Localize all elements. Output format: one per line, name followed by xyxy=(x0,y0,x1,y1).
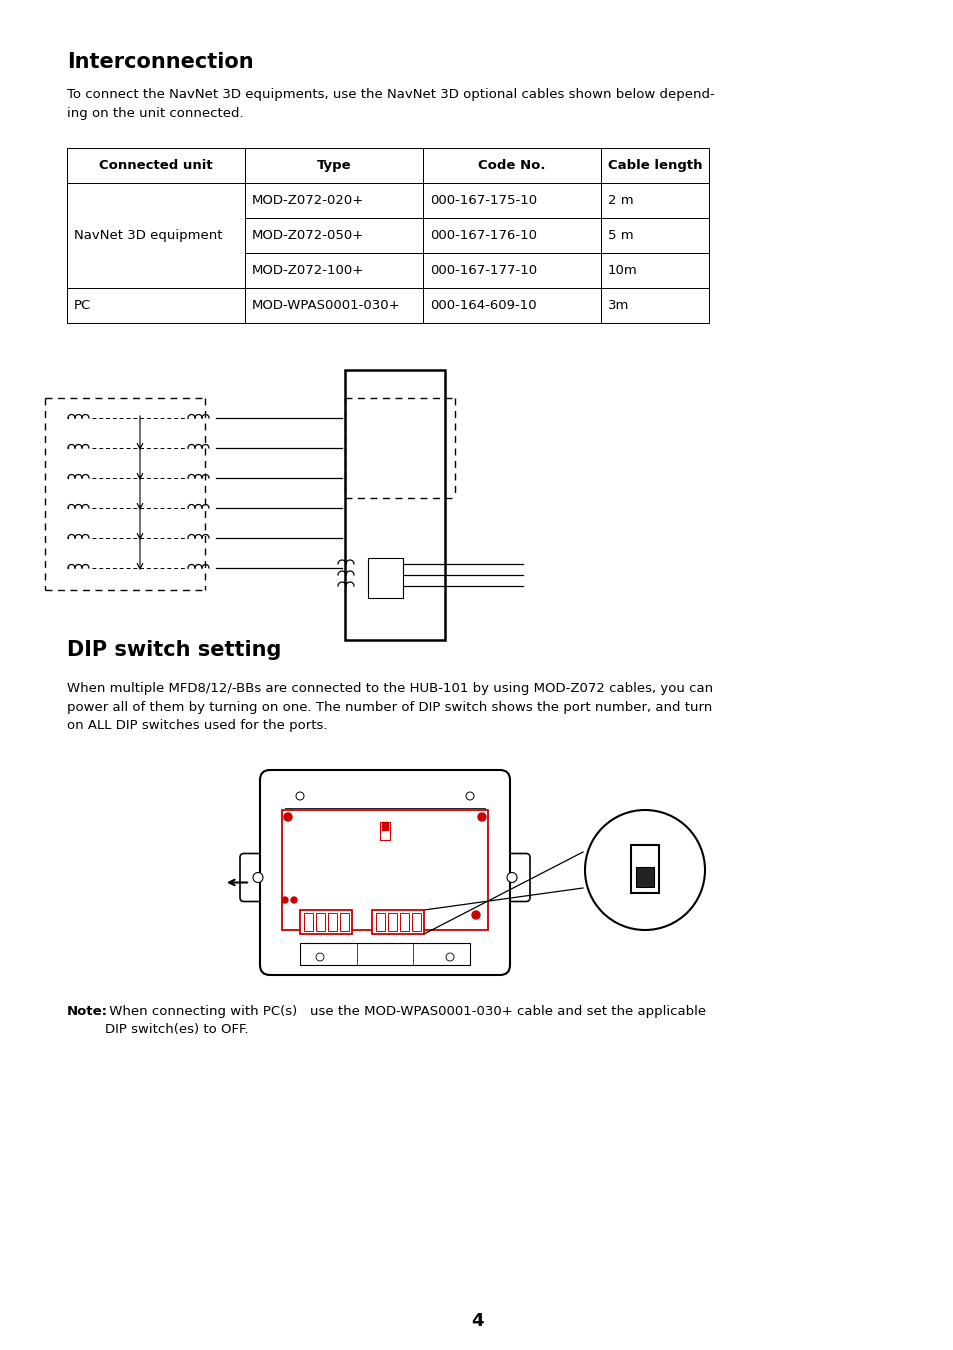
Text: When multiple MFD8/12/-BBs are connected to the HUB-101 by using MOD-Z072 cables: When multiple MFD8/12/-BBs are connected… xyxy=(67,682,713,732)
Circle shape xyxy=(315,953,324,961)
Bar xyxy=(315,913,325,931)
Bar xyxy=(67,288,245,323)
Text: 000-167-175-10: 000-167-175-10 xyxy=(430,194,537,207)
Circle shape xyxy=(584,810,704,930)
Text: Interconnection: Interconnection xyxy=(67,53,253,72)
Bar xyxy=(245,217,422,252)
Bar xyxy=(67,184,245,288)
Bar xyxy=(600,288,708,323)
Text: 4: 4 xyxy=(470,1312,483,1330)
Bar xyxy=(339,913,349,931)
Text: NavNet 3D equipment: NavNet 3D equipment xyxy=(74,230,222,242)
FancyBboxPatch shape xyxy=(260,769,510,975)
Text: MOD-Z072-020+: MOD-Z072-020+ xyxy=(252,194,364,207)
FancyBboxPatch shape xyxy=(240,853,275,902)
Bar xyxy=(375,913,385,931)
Bar xyxy=(67,148,245,184)
Bar xyxy=(345,370,444,640)
Bar xyxy=(328,913,336,931)
Circle shape xyxy=(465,792,474,801)
Bar xyxy=(412,913,420,931)
Text: PC: PC xyxy=(74,298,91,312)
Bar xyxy=(282,810,488,930)
Text: MOD-Z072-050+: MOD-Z072-050+ xyxy=(252,230,364,242)
Circle shape xyxy=(295,792,304,801)
Bar xyxy=(388,913,396,931)
Circle shape xyxy=(284,813,292,821)
Text: 10m: 10m xyxy=(607,265,638,277)
Circle shape xyxy=(253,872,263,883)
Text: Connected unit: Connected unit xyxy=(99,159,213,171)
Text: Code No.: Code No. xyxy=(477,159,545,171)
Circle shape xyxy=(446,953,454,961)
Bar xyxy=(245,184,422,217)
Circle shape xyxy=(291,896,296,903)
Circle shape xyxy=(472,911,479,919)
Text: When connecting with PC(s)   use the MOD-WPAS0001-030+ cable and set the applica: When connecting with PC(s) use the MOD-W… xyxy=(105,1004,705,1037)
Text: Cable length: Cable length xyxy=(607,159,701,171)
Bar xyxy=(368,558,402,598)
Bar xyxy=(600,148,708,184)
Circle shape xyxy=(477,813,485,821)
Bar xyxy=(636,867,654,887)
Text: 000-164-609-10: 000-164-609-10 xyxy=(430,298,536,312)
Bar xyxy=(381,822,388,830)
Bar xyxy=(422,184,600,217)
Circle shape xyxy=(282,896,288,903)
Bar xyxy=(399,913,409,931)
Bar xyxy=(600,252,708,288)
Bar xyxy=(422,217,600,252)
Bar xyxy=(245,252,422,288)
Bar xyxy=(422,148,600,184)
Text: 000-167-176-10: 000-167-176-10 xyxy=(430,230,537,242)
Text: DIP switch setting: DIP switch setting xyxy=(67,640,281,660)
Text: Note:: Note: xyxy=(67,1004,108,1018)
Bar xyxy=(245,288,422,323)
Text: 000-167-177-10: 000-167-177-10 xyxy=(430,265,537,277)
Bar xyxy=(379,822,390,840)
FancyBboxPatch shape xyxy=(494,853,530,902)
Text: MOD-WPAS0001-030+: MOD-WPAS0001-030+ xyxy=(252,298,400,312)
Bar xyxy=(600,217,708,252)
Text: Type: Type xyxy=(316,159,351,171)
Text: MOD-Z072-100+: MOD-Z072-100+ xyxy=(252,265,364,277)
Bar xyxy=(422,288,600,323)
Bar xyxy=(600,184,708,217)
Text: 5 m: 5 m xyxy=(607,230,633,242)
Bar xyxy=(299,944,470,965)
Bar xyxy=(304,913,313,931)
Text: 2 m: 2 m xyxy=(607,194,633,207)
Bar xyxy=(299,910,352,934)
Circle shape xyxy=(506,872,517,883)
Text: To connect the NavNet 3D equipments, use the NavNet 3D optional cables shown bel: To connect the NavNet 3D equipments, use… xyxy=(67,88,714,120)
Bar xyxy=(630,845,659,892)
Bar xyxy=(422,252,600,288)
Text: 3m: 3m xyxy=(607,298,629,312)
Bar xyxy=(245,148,422,184)
Bar xyxy=(372,910,423,934)
